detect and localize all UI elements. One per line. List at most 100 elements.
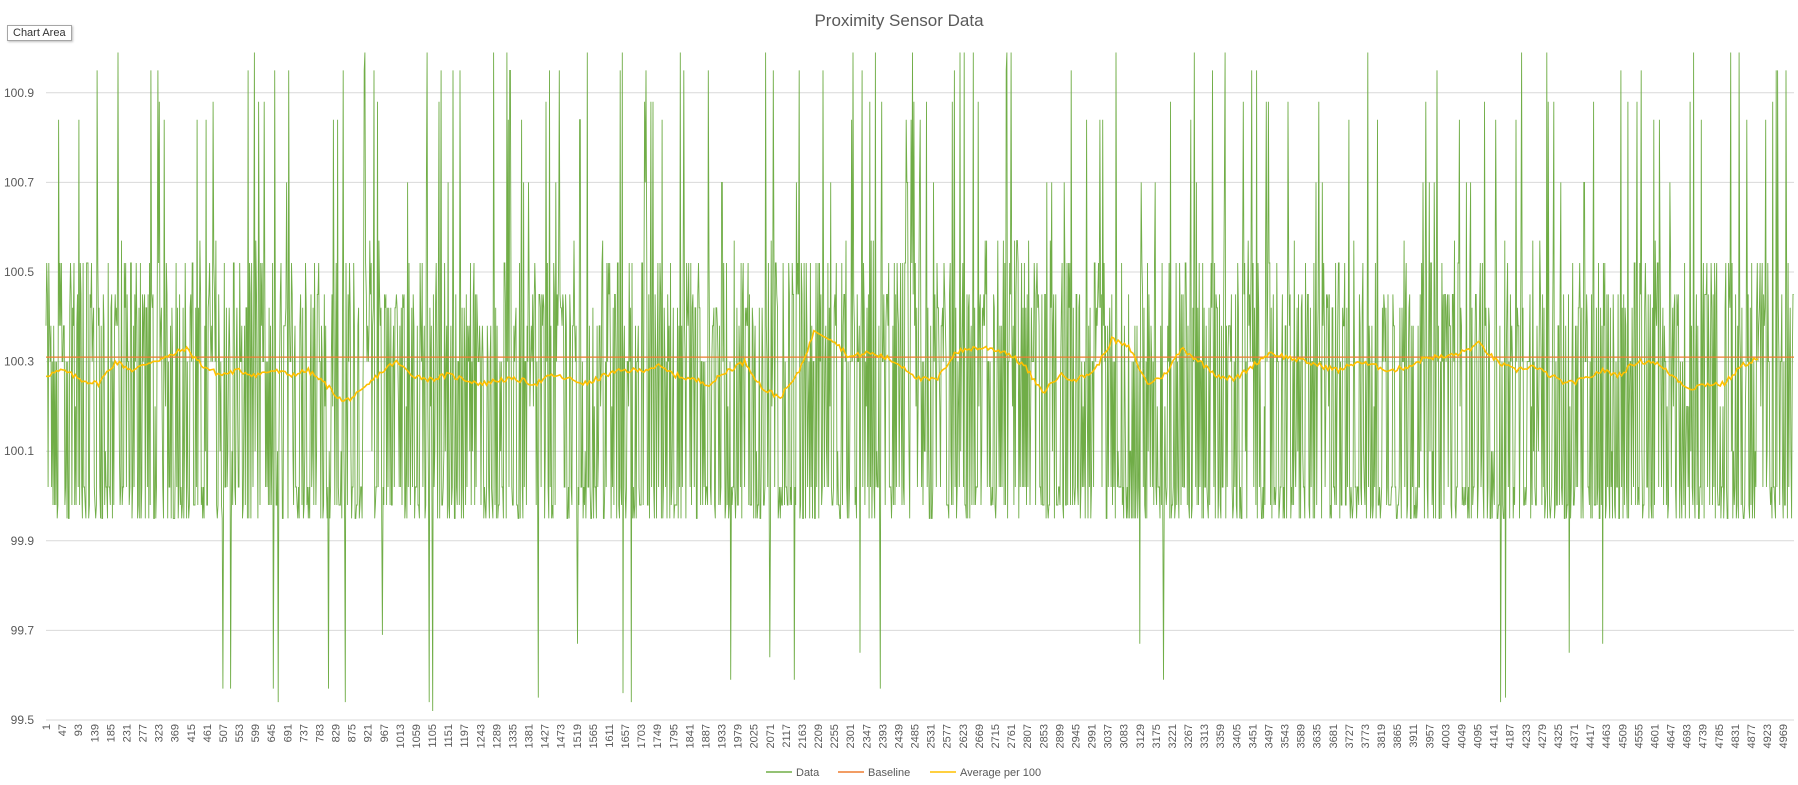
x-tick-label: 1657 bbox=[620, 724, 632, 748]
chart-title: Proximity Sensor Data bbox=[814, 11, 984, 30]
x-tick-label: 783 bbox=[314, 724, 326, 742]
y-tick-label: 100.5 bbox=[4, 265, 34, 279]
x-tick-label: 4601 bbox=[1650, 724, 1662, 748]
legend: Data Baseline Average per 100 bbox=[766, 767, 1041, 779]
y-tick-label: 99.7 bbox=[11, 623, 35, 637]
x-tick-label: 1841 bbox=[684, 724, 696, 748]
x-tick-label: 1105 bbox=[427, 724, 439, 748]
legend-label: Data bbox=[796, 767, 820, 779]
x-tick-label: 1335 bbox=[508, 724, 520, 748]
x-tick-label: 1151 bbox=[443, 724, 455, 748]
x-tick-label: 3175 bbox=[1151, 724, 1163, 748]
y-tick-label: 100.1 bbox=[4, 444, 34, 458]
x-tick-label: 4095 bbox=[1473, 724, 1485, 748]
x-tick-label: 3543 bbox=[1280, 724, 1292, 748]
x-tick-label: 737 bbox=[298, 724, 310, 742]
x-tick-label: 4509 bbox=[1617, 724, 1629, 748]
x-tick-label: 4279 bbox=[1537, 724, 1549, 748]
x-tick-label: 1519 bbox=[572, 724, 584, 748]
x-tick-label: 4647 bbox=[1666, 724, 1678, 748]
x-tick-label: 2991 bbox=[1087, 724, 1099, 748]
x-tick-label: 415 bbox=[186, 724, 198, 742]
x-tick-label: 4141 bbox=[1489, 724, 1501, 748]
x-tick-label: 461 bbox=[202, 724, 214, 742]
x-tick-label: 2485 bbox=[910, 724, 922, 748]
x-tick-label: 2301 bbox=[845, 724, 857, 748]
x-tick-label: 185 bbox=[105, 724, 117, 742]
y-axis-labels: 99.5 99.7 99.9 100.1 100.3 100.5 100.7 100.9 bbox=[4, 86, 34, 727]
series-data-line bbox=[45, 52, 1794, 712]
x-tick-label: 967 bbox=[379, 724, 391, 742]
x-tick-label: 4003 bbox=[1440, 724, 1452, 748]
x-tick-label: 3589 bbox=[1296, 724, 1308, 748]
x-tick-label: 2945 bbox=[1070, 724, 1082, 748]
x-tick-label: 691 bbox=[282, 724, 294, 742]
x-axis: 1 47 93 139 185 231 277 323 369 415 461 507 553 599 64… bbox=[41, 719, 1794, 749]
x-tick-label: 921 bbox=[363, 724, 375, 742]
x-tick-label: 2071 bbox=[765, 724, 777, 748]
x-tick-label: 1059 bbox=[411, 724, 423, 748]
x-tick-label: 3773 bbox=[1360, 724, 1372, 748]
y-tick-label: 99.9 bbox=[11, 534, 35, 548]
x-tick-label: 3681 bbox=[1328, 724, 1340, 748]
x-tick-label: 3221 bbox=[1167, 724, 1179, 748]
x-tick-label: 4049 bbox=[1457, 724, 1469, 748]
x-tick-label: 47 bbox=[57, 724, 69, 736]
x-tick-label: 1887 bbox=[701, 724, 713, 748]
x-tick-label: 1749 bbox=[652, 724, 664, 748]
x-tick-label: 4233 bbox=[1521, 724, 1533, 748]
x-tick-label: 4739 bbox=[1698, 724, 1710, 748]
x-tick-label: 4877 bbox=[1746, 724, 1758, 748]
x-tick-label: 1795 bbox=[668, 724, 680, 748]
x-tick-label: 1 bbox=[41, 724, 53, 730]
x-tick-label: 645 bbox=[266, 724, 278, 742]
x-tick-label: 231 bbox=[121, 724, 133, 742]
x-tick-label: 4371 bbox=[1569, 724, 1581, 748]
x-tick-label: 2163 bbox=[797, 724, 809, 748]
x-tick-label: 3819 bbox=[1376, 724, 1388, 748]
x-tick-label: 4187 bbox=[1505, 724, 1517, 748]
x-tick-label: 3957 bbox=[1424, 724, 1436, 748]
x-tick-label: 3911 bbox=[1408, 724, 1420, 748]
x-tick-label: 4693 bbox=[1682, 724, 1694, 748]
x-tick-label: 2347 bbox=[861, 724, 873, 748]
x-tick-label: 93 bbox=[73, 724, 85, 736]
x-tick-label: 3727 bbox=[1344, 724, 1356, 748]
x-tick-label: 3451 bbox=[1247, 724, 1259, 748]
x-tick-label: 2255 bbox=[829, 724, 841, 748]
x-tick-label: 599 bbox=[250, 724, 262, 742]
x-tick-label: 1933 bbox=[717, 724, 729, 748]
x-tick-label: 3083 bbox=[1119, 724, 1131, 748]
x-tick-label: 1703 bbox=[636, 724, 648, 748]
x-tick-label: 3037 bbox=[1103, 724, 1115, 748]
x-tick-label: 2531 bbox=[926, 724, 938, 748]
x-tick-label: 1611 bbox=[604, 724, 616, 748]
x-tick-label: 1979 bbox=[733, 724, 745, 748]
x-tick-label: 4555 bbox=[1633, 724, 1645, 748]
x-tick-label: 2853 bbox=[1038, 724, 1050, 748]
x-tick-label: 553 bbox=[234, 724, 246, 742]
x-tick-label: 1473 bbox=[556, 724, 568, 748]
legend-label: Average per 100 bbox=[960, 767, 1041, 779]
y-tick-label: 100.3 bbox=[4, 355, 34, 369]
x-tick-label: 3267 bbox=[1183, 724, 1195, 748]
series-data bbox=[45, 52, 1794, 712]
y-tick-label: 99.5 bbox=[11, 713, 35, 727]
y-tick-label: 100.7 bbox=[4, 175, 34, 189]
chart-area-tooltip: Chart Area bbox=[7, 25, 72, 41]
x-tick-label: 2807 bbox=[1022, 724, 1034, 748]
x-tick-label: 2899 bbox=[1054, 724, 1066, 748]
x-tick-label: 2209 bbox=[813, 724, 825, 748]
x-tick-label: 3129 bbox=[1135, 724, 1147, 748]
x-tick-label: 1381 bbox=[524, 724, 536, 748]
y-tick-label: 100.9 bbox=[4, 86, 34, 100]
x-tick-label: 4325 bbox=[1553, 724, 1565, 748]
x-tick-label: 4969 bbox=[1778, 724, 1790, 748]
x-tick-label: 2393 bbox=[877, 724, 889, 748]
x-tick-label: 1243 bbox=[475, 724, 487, 748]
x-tick-label: 3313 bbox=[1199, 724, 1211, 748]
x-tick-label: 323 bbox=[154, 724, 166, 742]
x-tick-label: 507 bbox=[218, 724, 230, 742]
x-tick-label: 2025 bbox=[749, 724, 761, 748]
